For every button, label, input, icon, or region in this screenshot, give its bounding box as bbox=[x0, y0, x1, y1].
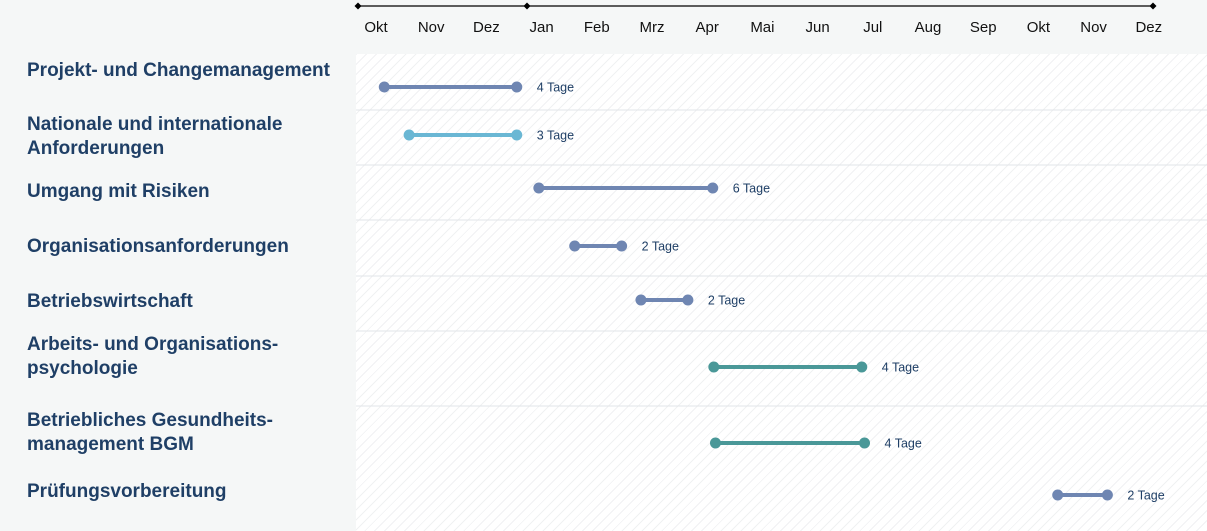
duration-data-label: 4 Tage bbox=[882, 361, 919, 375]
end-point bbox=[511, 129, 523, 141]
course-row-label: Nationale und internationale Anforderung… bbox=[27, 114, 283, 159]
course-row-label: Betriebliches Gesundheits- management BG… bbox=[27, 410, 274, 455]
start-point bbox=[403, 129, 415, 141]
course-row-label: Projekt- und Changemanagement bbox=[27, 60, 330, 81]
month-tick-label: Dez bbox=[1135, 19, 1162, 36]
month-tick-label: Nov bbox=[1080, 19, 1107, 36]
end-point bbox=[682, 294, 694, 306]
duration-data-label: 6 Tage bbox=[733, 182, 770, 196]
start-point bbox=[378, 81, 390, 93]
month-tick-label: Nov bbox=[418, 19, 445, 36]
month-tick-label: Apr bbox=[696, 19, 719, 36]
start-point bbox=[569, 240, 581, 252]
month-tick-label: Mai bbox=[750, 19, 774, 36]
month-tick-label: Dez bbox=[473, 19, 500, 36]
end-point bbox=[511, 81, 523, 93]
duration-data-label: 2 Tage bbox=[642, 240, 679, 254]
duration-data-label: 3 Tage bbox=[537, 129, 574, 143]
course-row-label: Arbeits- und Organisations- psychologie bbox=[27, 334, 279, 379]
end-point bbox=[707, 182, 719, 194]
end-point bbox=[1101, 489, 1113, 501]
month-tick-label: Sep bbox=[970, 19, 997, 36]
duration-data-label: 4 Tage bbox=[885, 437, 922, 451]
course-row-label: Organisationsanforderungen bbox=[27, 236, 289, 257]
month-tick-label: Okt bbox=[364, 19, 388, 36]
start-point bbox=[709, 437, 721, 449]
start-point bbox=[533, 182, 545, 194]
month-tick-label: Mrz bbox=[640, 19, 665, 36]
duration-data-label: 2 Tage bbox=[708, 294, 745, 308]
month-tick-label: Jan bbox=[530, 19, 554, 36]
axis-diamond-marker bbox=[523, 2, 531, 10]
end-point bbox=[616, 240, 628, 252]
month-tick-label: Okt bbox=[1027, 19, 1051, 36]
month-tick-label: Feb bbox=[584, 19, 610, 36]
course-row-label: Betriebswirtschaft bbox=[27, 291, 193, 312]
start-point bbox=[635, 294, 647, 306]
course-row-label: Umgang mit Risiken bbox=[27, 181, 210, 202]
start-point bbox=[1052, 489, 1064, 501]
duration-data-label: 4 Tage bbox=[537, 81, 574, 95]
axis-diamond-marker bbox=[1149, 2, 1157, 10]
course-row-label: Prüfungsvorbereitung bbox=[27, 481, 227, 502]
start-point bbox=[708, 361, 720, 373]
axis-diamond-marker bbox=[354, 2, 362, 10]
end-point bbox=[856, 361, 868, 373]
month-tick-label: Aug bbox=[915, 19, 942, 36]
end-point bbox=[859, 437, 871, 449]
month-tick-label: Jun bbox=[806, 19, 830, 36]
duration-data-label: 2 Tage bbox=[1127, 489, 1164, 503]
month-tick-label: Jul bbox=[863, 19, 882, 36]
